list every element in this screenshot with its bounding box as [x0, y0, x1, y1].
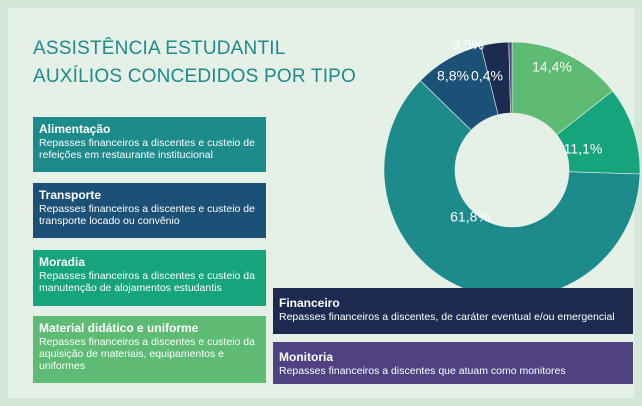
- data-label: 8,8%: [437, 68, 469, 84]
- legend-description: Repasses financeiros a discentes e custe…: [39, 336, 255, 372]
- legend-description: Repasses financeiros a discentes e custe…: [39, 270, 255, 294]
- data-label: 3,5%: [452, 37, 484, 53]
- data-label: 61,8%: [450, 209, 490, 225]
- pie-slice: [508, 41, 513, 114]
- data-label: 0,4%: [471, 68, 503, 84]
- legend-label: Alimentação: [39, 122, 111, 136]
- legend-item: Financeiro Repasses financeiros a discent…: [273, 288, 633, 334]
- data-label: 11,1%: [564, 141, 603, 157]
- chart-subtitle: AUXÍLIOS CONCEDIDOS POR TIPO: [33, 66, 357, 87]
- chart-title: ASSISTÊNCIA ESTUDANTIL: [33, 38, 286, 59]
- legend-item: Transporte Repasses financeiros a discent…: [33, 183, 266, 238]
- legend-label: Material didático e uniforme: [39, 321, 199, 335]
- legend-description: Repasses financeiros a discentes que atu…: [279, 365, 566, 377]
- legend-label: Moradia: [39, 255, 86, 269]
- pie-slice: [383, 80, 641, 299]
- legend-item: Moradia Repasses financeiros a discentes …: [33, 250, 266, 306]
- legend-label: Monitoria: [279, 350, 333, 364]
- legend-description: Repasses financeiros a discentes, de car…: [279, 311, 615, 323]
- legend-label: Financeiro: [279, 296, 340, 310]
- legend-description: Repasses financeiros a discentes e custe…: [39, 203, 255, 227]
- legend-label: Transporte: [39, 188, 102, 202]
- legend-item: Alimentação Repasses financeiros a discen…: [33, 117, 266, 172]
- legend-item: Monitoria Repasses financeiros a discente…: [273, 342, 633, 384]
- legend-description: Repasses financeiros a discentes e custe…: [39, 137, 255, 161]
- legend-item: Material didático e uniforme Repasses fin…: [33, 316, 266, 383]
- data-label: 14,4%: [532, 59, 572, 75]
